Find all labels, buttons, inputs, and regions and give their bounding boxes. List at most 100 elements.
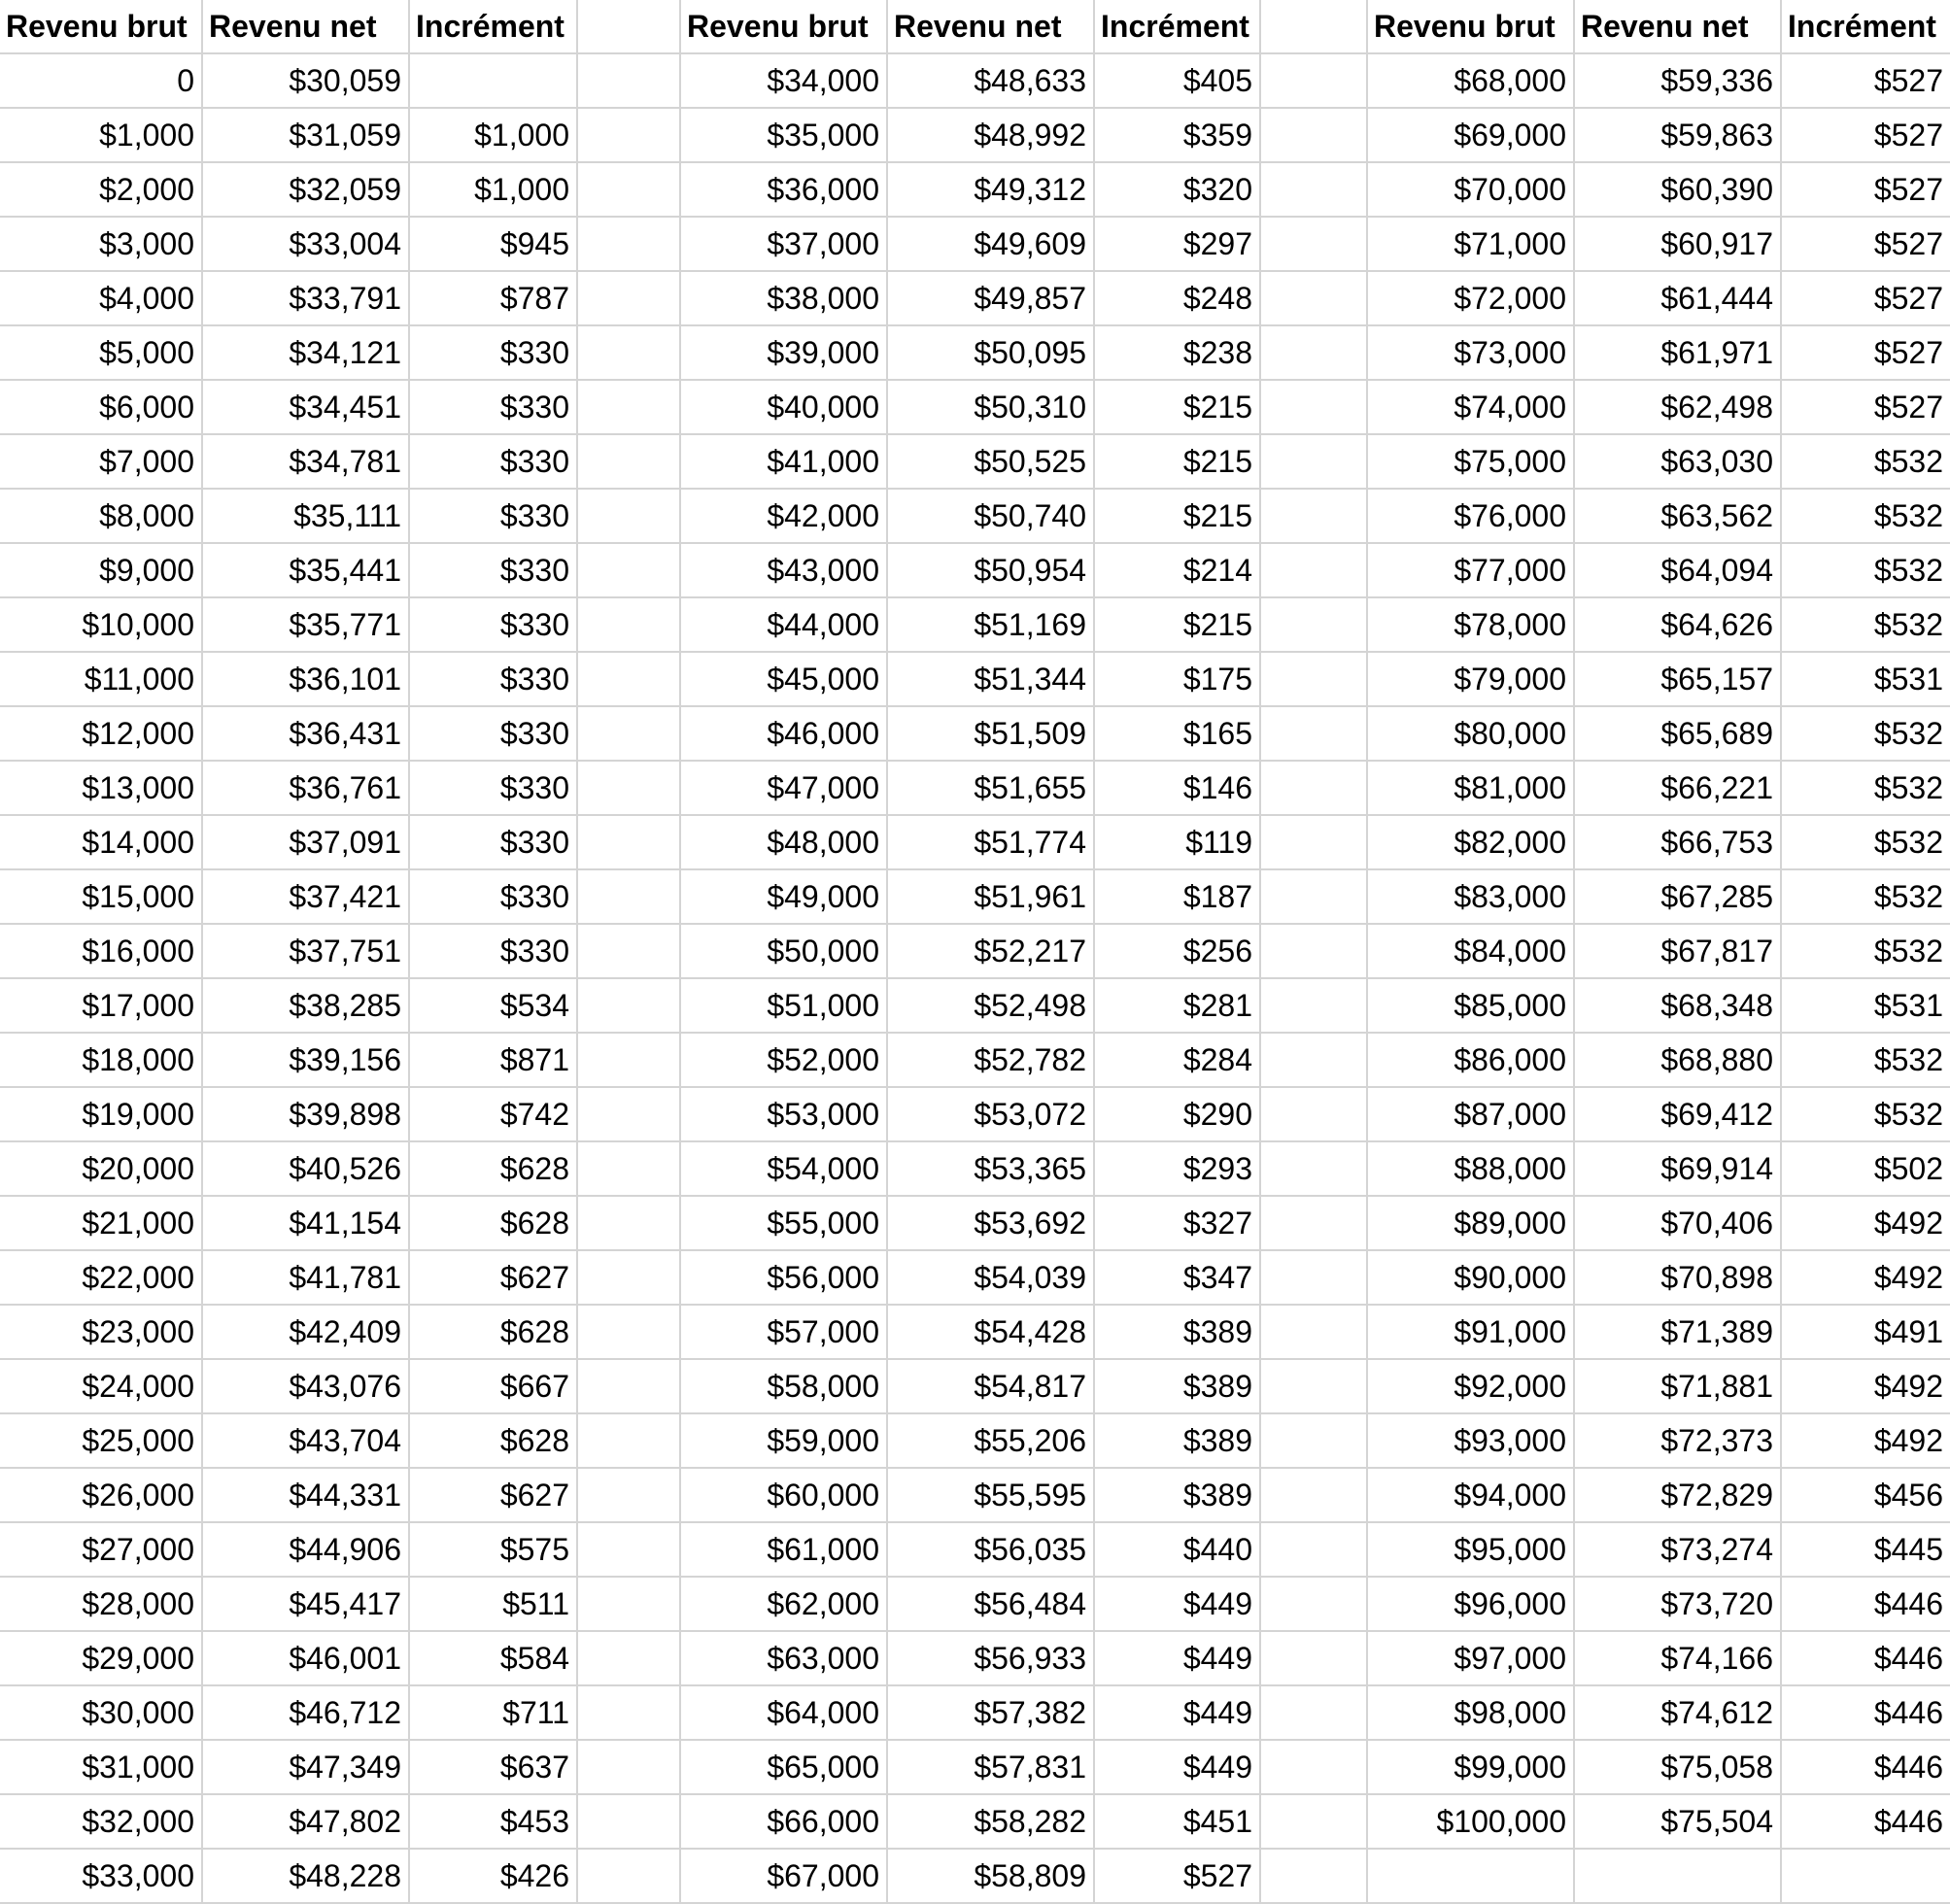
spacer-cell[interactable] xyxy=(1259,216,1368,272)
spacer-cell[interactable] xyxy=(576,596,681,653)
spacer-cell[interactable] xyxy=(1259,1086,1368,1142)
spacer-cell[interactable] xyxy=(1259,977,1368,1034)
increment-cell[interactable]: $446 xyxy=(1780,1576,1950,1632)
gross-income-cell[interactable]: $44,000 xyxy=(679,596,888,653)
gross-income-cell[interactable]: $87,000 xyxy=(1366,1086,1575,1142)
net-income-cell[interactable]: $50,740 xyxy=(886,488,1095,544)
gross-income-cell[interactable]: $85,000 xyxy=(1366,977,1575,1034)
gross-income-cell[interactable]: $57,000 xyxy=(679,1304,888,1360)
increment-cell[interactable]: $492 xyxy=(1780,1195,1950,1251)
increment-cell[interactable]: $667 xyxy=(408,1358,578,1414)
increment-cell[interactable]: $119 xyxy=(1093,814,1261,870)
gross-income-cell[interactable]: $14,000 xyxy=(0,814,203,870)
spacer-cell[interactable] xyxy=(1259,1848,1368,1904)
spacer-cell[interactable] xyxy=(576,651,681,707)
spacer-cell[interactable] xyxy=(576,923,681,979)
increment-cell[interactable]: $449 xyxy=(1093,1684,1261,1741)
gross-income-cell[interactable]: $76,000 xyxy=(1366,488,1575,544)
increment-cell[interactable]: $449 xyxy=(1093,1630,1261,1686)
spacer-cell[interactable] xyxy=(576,379,681,435)
net-income-cell[interactable]: $75,058 xyxy=(1573,1739,1782,1795)
net-income-cell[interactable]: $66,753 xyxy=(1573,814,1782,870)
header-increment[interactable]: Incrément xyxy=(1093,0,1261,54)
gross-income-cell[interactable]: $92,000 xyxy=(1366,1358,1575,1414)
net-income-cell[interactable]: $66,221 xyxy=(1573,760,1782,816)
increment-cell[interactable]: $446 xyxy=(1780,1684,1950,1741)
gross-income-cell[interactable]: $53,000 xyxy=(679,1086,888,1142)
spacer-cell[interactable] xyxy=(576,1467,681,1523)
increment-cell[interactable]: $527 xyxy=(1780,52,1950,109)
gross-income-cell[interactable]: $12,000 xyxy=(0,705,203,762)
increment-cell[interactable]: $426 xyxy=(408,1848,578,1904)
increment-cell[interactable]: $628 xyxy=(408,1195,578,1251)
spacer-cell[interactable] xyxy=(576,1140,681,1197)
gross-income-cell[interactable]: $40,000 xyxy=(679,379,888,435)
increment-cell[interactable]: $330 xyxy=(408,760,578,816)
increment-cell[interactable]: $330 xyxy=(408,488,578,544)
net-income-cell[interactable]: $37,421 xyxy=(201,868,410,925)
increment-cell[interactable]: $330 xyxy=(408,923,578,979)
spacer-cell[interactable] xyxy=(576,1195,681,1251)
gross-income-cell[interactable]: $3,000 xyxy=(0,216,203,272)
spacer-cell[interactable] xyxy=(576,1684,681,1741)
gross-income-cell[interactable]: $65,000 xyxy=(679,1739,888,1795)
net-income-cell[interactable]: $61,971 xyxy=(1573,324,1782,381)
gross-income-cell[interactable]: $17,000 xyxy=(0,977,203,1034)
increment-cell[interactable]: $1,000 xyxy=(408,161,578,218)
gross-income-cell[interactable]: $97,000 xyxy=(1366,1630,1575,1686)
gross-income-cell[interactable]: $23,000 xyxy=(0,1304,203,1360)
increment-cell[interactable]: $284 xyxy=(1093,1032,1261,1088)
increment-cell[interactable] xyxy=(1780,1848,1950,1904)
increment-cell[interactable]: $320 xyxy=(1093,161,1261,218)
increment-cell[interactable]: $527 xyxy=(1780,324,1950,381)
spacer-cell[interactable] xyxy=(1259,1793,1368,1850)
increment-cell[interactable]: $330 xyxy=(408,433,578,490)
increment-cell[interactable]: $359 xyxy=(1093,107,1261,163)
gross-income-cell[interactable]: $71,000 xyxy=(1366,216,1575,272)
net-income-cell[interactable]: $56,484 xyxy=(886,1576,1095,1632)
net-income-cell[interactable]: $53,365 xyxy=(886,1140,1095,1197)
spacer-cell[interactable] xyxy=(1259,1412,1368,1469)
gross-income-cell[interactable]: $8,000 xyxy=(0,488,203,544)
increment-cell[interactable]: $405 xyxy=(1093,52,1261,109)
net-income-cell[interactable]: $56,933 xyxy=(886,1630,1095,1686)
increment-cell[interactable]: $330 xyxy=(408,814,578,870)
spacer-cell[interactable] xyxy=(1259,1684,1368,1741)
net-income-cell[interactable]: $52,782 xyxy=(886,1032,1095,1088)
spacer-cell[interactable] xyxy=(1259,923,1368,979)
gross-income-cell[interactable]: $24,000 xyxy=(0,1358,203,1414)
spacer-cell[interactable] xyxy=(1259,1630,1368,1686)
net-income-cell[interactable]: $44,331 xyxy=(201,1467,410,1523)
net-income-cell[interactable]: $74,166 xyxy=(1573,1630,1782,1686)
net-income-cell[interactable]: $64,094 xyxy=(1573,542,1782,598)
gross-income-cell[interactable]: $81,000 xyxy=(1366,760,1575,816)
net-income-cell[interactable]: $36,101 xyxy=(201,651,410,707)
net-income-cell[interactable]: $74,612 xyxy=(1573,1684,1782,1741)
spacer-cell[interactable] xyxy=(576,1521,681,1578)
net-income-cell[interactable]: $67,817 xyxy=(1573,923,1782,979)
gross-income-cell[interactable]: $63,000 xyxy=(679,1630,888,1686)
spacer-cell[interactable] xyxy=(1259,488,1368,544)
gross-income-cell[interactable]: $37,000 xyxy=(679,216,888,272)
increment-cell[interactable]: $527 xyxy=(1093,1848,1261,1904)
gross-income-cell[interactable]: $70,000 xyxy=(1366,161,1575,218)
spacer-cell[interactable] xyxy=(1259,52,1368,109)
net-income-cell[interactable]: $35,441 xyxy=(201,542,410,598)
increment-cell[interactable]: $330 xyxy=(408,651,578,707)
spacer-cell[interactable] xyxy=(1259,0,1368,54)
net-income-cell[interactable]: $63,030 xyxy=(1573,433,1782,490)
increment-cell[interactable]: $532 xyxy=(1780,433,1950,490)
increment-cell[interactable]: $711 xyxy=(408,1684,578,1741)
gross-income-cell[interactable]: $79,000 xyxy=(1366,651,1575,707)
net-income-cell[interactable] xyxy=(1573,1848,1782,1904)
increment-cell[interactable]: $175 xyxy=(1093,651,1261,707)
increment-cell[interactable]: $532 xyxy=(1780,488,1950,544)
net-income-cell[interactable]: $53,072 xyxy=(886,1086,1095,1142)
gross-income-cell[interactable]: $1,000 xyxy=(0,107,203,163)
gross-income-cell[interactable]: $9,000 xyxy=(0,542,203,598)
spacer-cell[interactable] xyxy=(576,1630,681,1686)
increment-cell[interactable]: $527 xyxy=(1780,216,1950,272)
net-income-cell[interactable]: $57,382 xyxy=(886,1684,1095,1741)
increment-cell[interactable]: $446 xyxy=(1780,1793,1950,1850)
increment-cell[interactable]: $297 xyxy=(1093,216,1261,272)
